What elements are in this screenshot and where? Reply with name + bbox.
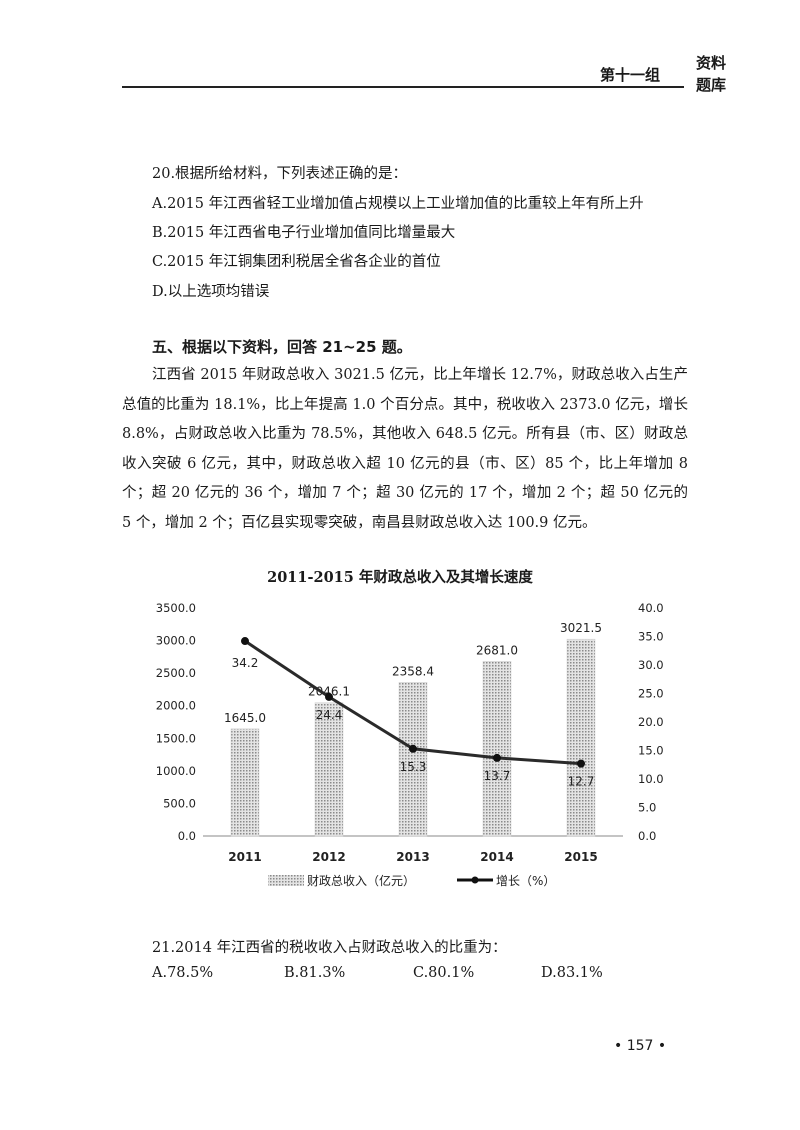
bar <box>482 661 512 837</box>
section-title: 五、根据以下资料，回答 21~25 题。 <box>152 338 412 356</box>
q20-option-b: B.2015 年江西省电子行业增加值同比增量最大 <box>152 225 456 241</box>
left-tick-label: 3000.0 <box>156 634 196 648</box>
header-rule <box>122 86 684 88</box>
bar <box>230 728 260 837</box>
growth-value-label: 12.7 <box>568 775 595 789</box>
x-tick-label: 2011 <box>228 850 261 864</box>
x-tick-label: 2014 <box>480 850 513 864</box>
growth-point <box>577 759 585 768</box>
growth-value-label: 15.3 <box>400 760 427 774</box>
right-tick-label: 15.0 <box>638 744 664 758</box>
chart-title: 2011-2015 年财政总收入及其增长速度 <box>267 569 533 586</box>
growth-value-label: 13.7 <box>484 769 511 783</box>
q21-option-a: A.78.5% <box>152 965 214 981</box>
bar-value-label: 3021.5 <box>560 621 602 635</box>
growth-point <box>241 637 249 646</box>
growth-point <box>325 692 333 701</box>
right-tick-label: 30.0 <box>638 658 664 672</box>
q20-option-c: C.2015 年江铜集团利税居全省各企业的首位 <box>152 254 441 270</box>
header-logo: 资料 题库 <box>690 52 726 96</box>
bar <box>398 682 428 837</box>
header-group-label: 第十一组 <box>600 66 661 84</box>
x-tick-label: 2013 <box>396 850 429 864</box>
right-tick-label: 40.0 <box>638 601 664 615</box>
left-tick-label: 2500.0 <box>156 666 196 680</box>
left-tick-label: 0.0 <box>178 829 196 843</box>
bar-value-label: 2358.4 <box>392 664 434 678</box>
legend-bar-label: 财政总收入（亿元） <box>307 873 415 888</box>
left-tick-label: 1000.0 <box>156 764 196 778</box>
right-tick-label: 5.0 <box>638 801 656 815</box>
legend-bar-swatch <box>268 875 304 886</box>
x-tick-label: 2015 <box>564 850 597 864</box>
header-logo-line2: 题库 <box>695 76 726 94</box>
bar-value-label: 2681.0 <box>476 643 518 657</box>
q21-option-b: B.81.3% <box>284 965 346 981</box>
q20-option-a: A.2015 年江西省轻工业增加值占规模以上工业增加值的比重较上年有所上升 <box>152 196 644 212</box>
right-tick-label: 10.0 <box>638 772 664 786</box>
bar <box>566 638 596 837</box>
section-paragraph: 江西省 2015 年财政总收入 3021.5 亿元，比上年增长 12.7%，财政… <box>122 367 688 531</box>
right-tick-label: 20.0 <box>638 715 664 729</box>
right-tick-label: 0.0 <box>638 829 656 843</box>
bar-value-label: 1645.0 <box>224 711 266 725</box>
right-tick-label: 25.0 <box>638 687 664 701</box>
q21-option-c: C.80.1% <box>413 965 475 981</box>
q20-option-d: D.以上选项均错误 <box>152 284 270 300</box>
growth-value-label: 24.4 <box>316 708 343 722</box>
growth-value-label: 34.2 <box>232 656 259 670</box>
growth-point <box>493 753 501 762</box>
growth-point <box>409 744 417 753</box>
q21-option-d: D.83.1% <box>541 965 603 981</box>
q20-stem: 20.根据所给材料，下列表述正确的是： <box>152 166 408 182</box>
page-number: • 157 • <box>614 1038 667 1054</box>
left-tick-label: 2000.0 <box>156 699 196 713</box>
legend-line-marker <box>471 876 479 884</box>
chart: 0.0 500.0 1000.0 1500.0 2000.0 2500.0 3000.0 35… <box>156 601 664 888</box>
right-tick-label: 35.0 <box>638 630 664 644</box>
left-tick-label: 1500.0 <box>156 731 196 745</box>
left-tick-label: 3500.0 <box>156 601 196 615</box>
header-logo-line1: 资料 <box>695 54 726 72</box>
q21-stem: 21.2014 年江西省的税收收入占财政总收入的比重为： <box>152 940 507 956</box>
legend-line-label: 增长（%） <box>496 874 555 888</box>
left-tick-label: 500.0 <box>163 796 196 810</box>
bar <box>314 702 344 837</box>
x-tick-label: 2012 <box>312 850 345 864</box>
